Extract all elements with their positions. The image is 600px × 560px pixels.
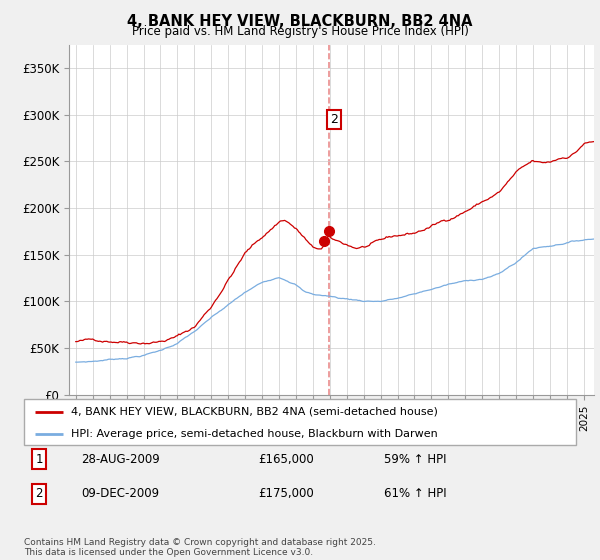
- Text: £165,000: £165,000: [258, 452, 314, 466]
- FancyBboxPatch shape: [24, 399, 576, 445]
- Text: 4, BANK HEY VIEW, BLACKBURN, BB2 4NA: 4, BANK HEY VIEW, BLACKBURN, BB2 4NA: [127, 14, 473, 29]
- Text: 2: 2: [35, 487, 43, 501]
- Text: 1: 1: [35, 452, 43, 466]
- Text: Price paid vs. HM Land Registry's House Price Index (HPI): Price paid vs. HM Land Registry's House …: [131, 25, 469, 38]
- Text: 09-DEC-2009: 09-DEC-2009: [81, 487, 159, 501]
- Text: HPI: Average price, semi-detached house, Blackburn with Darwen: HPI: Average price, semi-detached house,…: [71, 429, 437, 438]
- Text: 2: 2: [330, 113, 338, 126]
- Text: 4, BANK HEY VIEW, BLACKBURN, BB2 4NA (semi-detached house): 4, BANK HEY VIEW, BLACKBURN, BB2 4NA (se…: [71, 407, 438, 417]
- Text: Contains HM Land Registry data © Crown copyright and database right 2025.
This d: Contains HM Land Registry data © Crown c…: [24, 538, 376, 557]
- Text: 59% ↑ HPI: 59% ↑ HPI: [384, 452, 446, 466]
- Text: 28-AUG-2009: 28-AUG-2009: [81, 452, 160, 466]
- Text: £175,000: £175,000: [258, 487, 314, 501]
- Text: 61% ↑ HPI: 61% ↑ HPI: [384, 487, 446, 501]
